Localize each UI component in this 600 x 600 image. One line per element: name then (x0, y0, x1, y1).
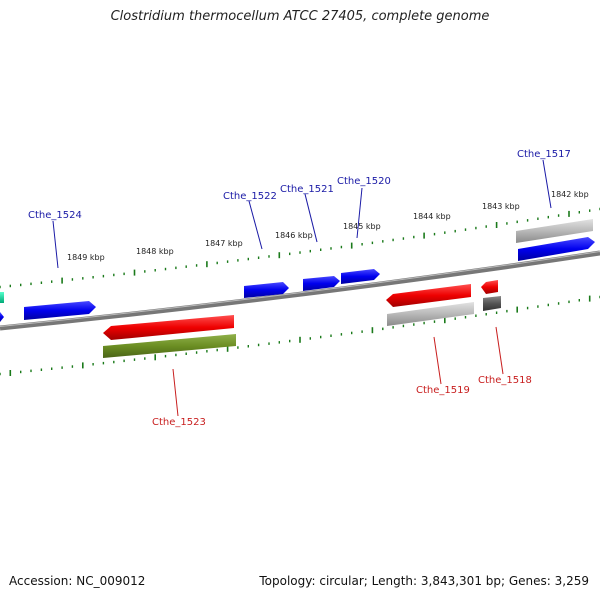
leader-line-cthe-1521 (304, 193, 318, 243)
scale-label-1843: 1843 kbp (482, 202, 520, 211)
leader-line-cthe-1523 (172, 368, 179, 417)
leader-line-cthe-1520 (356, 187, 363, 239)
gene-label-cthe-1520[interactable]: Cthe_1520 (337, 176, 391, 187)
gene-label-cthe-1521[interactable]: Cthe_1521 (280, 184, 334, 195)
leader-line-cthe-1519 (433, 336, 442, 385)
gene-arrow-forward[interactable] (24, 301, 96, 320)
scale-ticks-inner (0, 295, 600, 376)
scale-ticks-outer (0, 207, 600, 289)
gene-arrow-forward-partial[interactable] (0, 312, 4, 322)
map-title: Clostridium thermocellum ATCC 27405, com… (110, 9, 490, 24)
gene-arrow-forward[interactable] (341, 269, 380, 284)
gene-arrow-reverse[interactable] (481, 280, 498, 294)
gene-arrow-forward[interactable] (303, 276, 340, 291)
gene-arrow-forward[interactable] (518, 237, 595, 261)
accession-text: Accession: NC_009012 (9, 574, 146, 588)
topology-text: Topology: circular; Length: 3,843,301 bp… (259, 574, 589, 588)
leader-line-cthe-1524 (52, 220, 59, 269)
scale-label-1848: 1848 kbp (136, 247, 174, 256)
genome-backbone (0, 250, 600, 331)
scale-label-1844: 1844 kbp (413, 212, 451, 221)
gene-label-cthe-1524[interactable]: Cthe_1524 (28, 210, 82, 221)
feature-bar-teal-partial[interactable] (0, 292, 4, 303)
feature-bar-gray[interactable] (387, 302, 474, 326)
gene-label-cthe-1518[interactable]: Cthe_1518 (478, 375, 532, 386)
scale-label-1847: 1847 kbp (205, 239, 243, 248)
leader-line-cthe-1517 (542, 159, 552, 209)
gene-label-cthe-1517[interactable]: Cthe_1517 (517, 149, 571, 160)
gene-arrow-reverse[interactable] (386, 284, 471, 307)
leader-line-cthe-1522 (248, 200, 263, 250)
genome-backbone-highlight (0, 251, 600, 327)
leader-line-cthe-1518 (495, 326, 504, 375)
feature-bar-olive[interactable] (103, 334, 236, 358)
gene-label-cthe-1519[interactable]: Cthe_1519 (416, 385, 470, 396)
scale-label-1849: 1849 kbp (67, 253, 105, 262)
feature-bar-dark-gray[interactable] (483, 296, 501, 311)
feature-bar-gray[interactable] (516, 219, 593, 243)
scale-label-1845: 1845 kbp (343, 222, 381, 231)
gene-arrow-reverse[interactable] (103, 315, 234, 340)
scale-label-1842: 1842 kbp (551, 190, 589, 199)
gene-arrow-forward[interactable] (244, 282, 289, 298)
scale-label-1846: 1846 kbp (275, 231, 313, 240)
gene-label-cthe-1523[interactable]: Cthe_1523 (152, 417, 206, 428)
gene-label-cthe-1522[interactable]: Cthe_1522 (223, 191, 277, 202)
